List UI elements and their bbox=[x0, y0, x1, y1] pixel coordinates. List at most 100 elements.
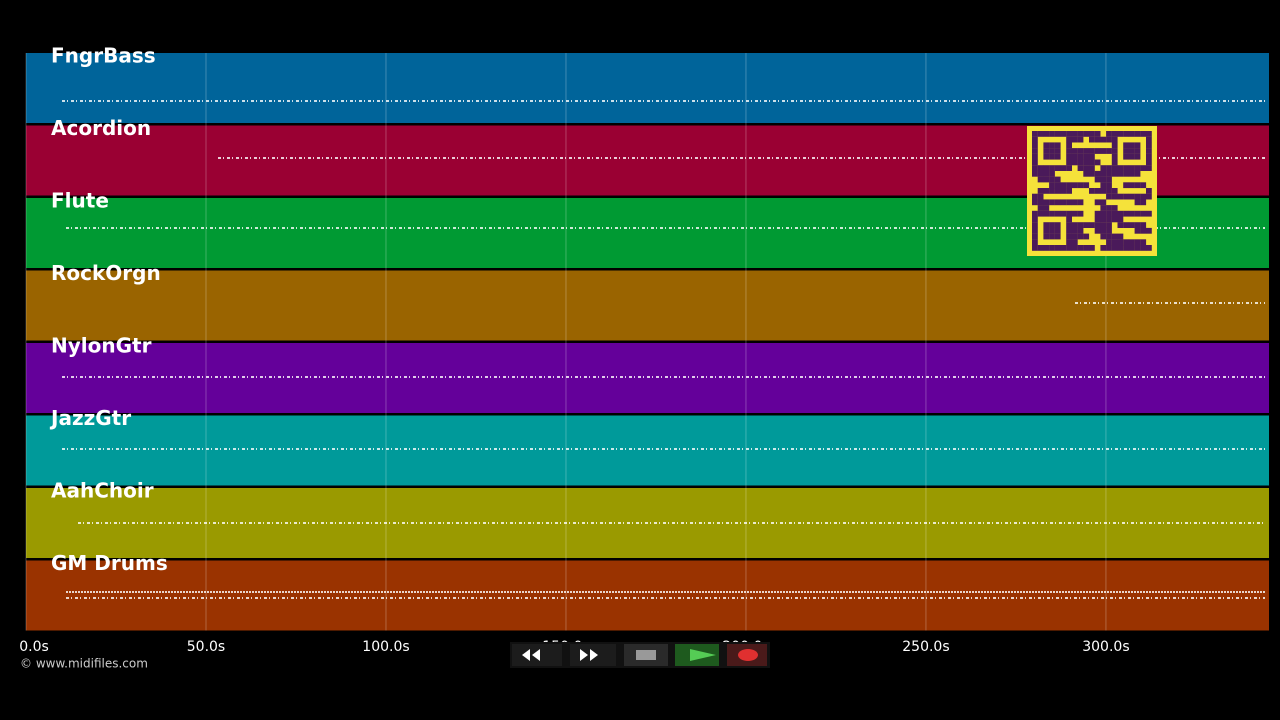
qr-module bbox=[1032, 233, 1038, 240]
qr-module bbox=[1106, 245, 1112, 251]
qr-module bbox=[1049, 222, 1055, 228]
play-button[interactable] bbox=[675, 644, 719, 666]
qr-module bbox=[1037, 170, 1044, 177]
qr-module bbox=[1066, 245, 1072, 251]
qr-module bbox=[1043, 170, 1050, 177]
qr-module bbox=[1140, 210, 1147, 217]
qr-module bbox=[1094, 210, 1101, 217]
stop-button[interactable] bbox=[624, 644, 668, 666]
qr-module bbox=[1128, 165, 1135, 171]
qr-module bbox=[1089, 245, 1095, 251]
qr-module bbox=[1134, 193, 1141, 200]
qr-module bbox=[1054, 142, 1061, 149]
qr-module bbox=[1032, 159, 1038, 166]
qr-module bbox=[1117, 239, 1124, 246]
qr-module bbox=[1111, 233, 1118, 240]
qr-module bbox=[1140, 199, 1147, 206]
qr-module bbox=[1071, 136, 1078, 143]
qr-module bbox=[1043, 222, 1050, 228]
qr-module bbox=[1094, 159, 1101, 166]
qr-module bbox=[1128, 142, 1135, 149]
qr-module bbox=[1077, 153, 1084, 160]
qr-module bbox=[1060, 210, 1067, 217]
qr-module bbox=[1043, 165, 1050, 171]
qr-module bbox=[1049, 131, 1055, 137]
track-name: Flute bbox=[51, 189, 109, 213]
qr-module bbox=[1106, 170, 1112, 177]
qr-module bbox=[1066, 199, 1072, 206]
qr-module bbox=[1111, 188, 1118, 194]
qr-module bbox=[1043, 188, 1050, 194]
qr-module bbox=[1066, 142, 1072, 149]
qr-module bbox=[1071, 245, 1078, 251]
qr-module bbox=[1066, 153, 1072, 160]
record-button[interactable] bbox=[727, 644, 767, 666]
qr-module bbox=[1100, 233, 1107, 240]
qr-module bbox=[1071, 153, 1078, 160]
qr-module bbox=[1043, 210, 1050, 217]
qr-module bbox=[1123, 239, 1129, 246]
forward-button[interactable] bbox=[570, 644, 616, 666]
qr-module bbox=[1106, 176, 1112, 183]
qr-module bbox=[1123, 153, 1129, 160]
qr-module bbox=[1060, 165, 1067, 171]
qr-module bbox=[1106, 239, 1112, 246]
qr-module bbox=[1049, 227, 1055, 234]
qr-module bbox=[1128, 148, 1135, 154]
qr-module bbox=[1100, 170, 1107, 177]
qr-module bbox=[1117, 222, 1124, 228]
qr-module bbox=[1054, 165, 1061, 171]
track-lane bbox=[26, 560, 1269, 631]
qr-module bbox=[1043, 131, 1050, 137]
qr-module bbox=[1077, 227, 1084, 234]
qr-module bbox=[1146, 153, 1152, 160]
qr-module bbox=[1134, 170, 1141, 177]
qr-module bbox=[1066, 148, 1072, 154]
qr-module bbox=[1060, 188, 1067, 194]
qr-module bbox=[1054, 176, 1061, 183]
qr-module bbox=[1111, 142, 1118, 149]
qr-module bbox=[1037, 205, 1044, 211]
qr-module bbox=[1049, 148, 1055, 154]
qr-module bbox=[1071, 222, 1078, 228]
qr-module bbox=[1106, 131, 1112, 137]
qr-module bbox=[1054, 199, 1061, 206]
qr-module bbox=[1032, 210, 1038, 217]
qr-module bbox=[1100, 182, 1107, 189]
qr-module bbox=[1032, 170, 1038, 177]
qr-module bbox=[1071, 210, 1078, 217]
x-tick-label: 0.0s bbox=[19, 639, 49, 655]
qr-module bbox=[1123, 148, 1129, 154]
qr-module bbox=[1049, 188, 1055, 194]
qr-module bbox=[1060, 131, 1067, 137]
qr-module bbox=[1071, 239, 1078, 246]
qr-module bbox=[1054, 222, 1061, 228]
qr-module bbox=[1094, 176, 1101, 183]
qr-module bbox=[1066, 131, 1072, 137]
track-name: Acordion bbox=[51, 116, 151, 140]
qr-module bbox=[1054, 245, 1061, 251]
qr-module bbox=[1094, 148, 1101, 154]
qr-module bbox=[1100, 188, 1107, 194]
qr-module bbox=[1083, 131, 1090, 137]
transport bbox=[510, 642, 770, 668]
qr-module bbox=[1106, 188, 1112, 194]
qr-module bbox=[1049, 170, 1055, 177]
qr-module bbox=[1032, 199, 1038, 206]
qr-module bbox=[1083, 245, 1090, 251]
qr-module bbox=[1134, 210, 1141, 217]
qr-module bbox=[1032, 148, 1038, 154]
qr-module bbox=[1043, 245, 1050, 251]
qr-module bbox=[1128, 210, 1135, 217]
rewind-button[interactable] bbox=[512, 644, 562, 666]
qr-module bbox=[1111, 153, 1118, 160]
qr-module bbox=[1128, 245, 1135, 251]
qr-module bbox=[1134, 142, 1141, 149]
qr-module bbox=[1111, 165, 1118, 171]
qr-module bbox=[1043, 199, 1050, 206]
qr-module bbox=[1054, 131, 1061, 137]
qr-module bbox=[1146, 245, 1152, 251]
qr-module bbox=[1128, 131, 1135, 137]
qr-module bbox=[1106, 227, 1112, 234]
qr-module bbox=[1032, 193, 1038, 200]
